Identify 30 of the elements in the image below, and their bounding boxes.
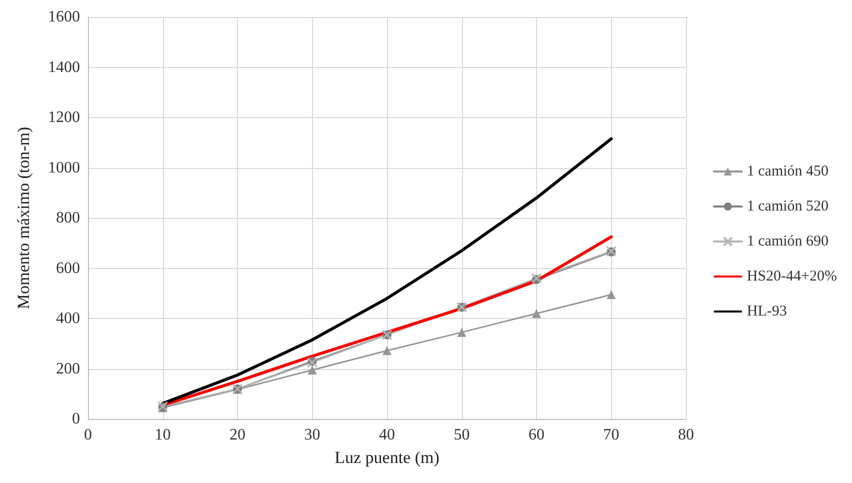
y-tick-label: 1200 [48, 109, 80, 126]
legend-label: 1 camión 690 [746, 234, 829, 250]
y-tick-label: 1400 [48, 58, 80, 76]
y-tick-label: 200 [56, 360, 80, 378]
y-tick-label: 800 [56, 210, 80, 226]
legend-label: HL-93 [746, 304, 787, 320]
x-axis-title: Luz puente (m) [334, 448, 440, 467]
x-tick-label: 70 [603, 426, 620, 444]
legend-label: 1 camión 450 [746, 164, 829, 180]
y-tick-label: 0 [72, 410, 80, 428]
x-tick-label: 30 [304, 426, 320, 444]
point [457, 328, 466, 337]
y-tick-label: 400 [56, 310, 80, 327]
y-tick-label: 1000 [48, 159, 80, 176]
legend-label: 1 camión 520 [746, 198, 829, 214]
x-tick-label: 60 [528, 426, 544, 444]
point [308, 366, 317, 375]
y-tick-label: 600 [56, 260, 80, 277]
y-axis-title: Momento máximo (ton-m) [14, 126, 33, 310]
point [532, 308, 541, 318]
y-tick-label: 1600 [48, 8, 80, 26]
x-tick-label: 50 [454, 426, 470, 444]
x-tick-label: 80 [678, 426, 694, 444]
x-tick-label: 10 [154, 426, 171, 444]
point [606, 290, 616, 300]
legend-label: HS20-44+20% [746, 268, 837, 284]
x-tick-label: 0 [84, 426, 92, 444]
point [382, 346, 392, 356]
x-tick-label: 40 [379, 426, 395, 444]
x-tick-label: 20 [230, 426, 246, 444]
